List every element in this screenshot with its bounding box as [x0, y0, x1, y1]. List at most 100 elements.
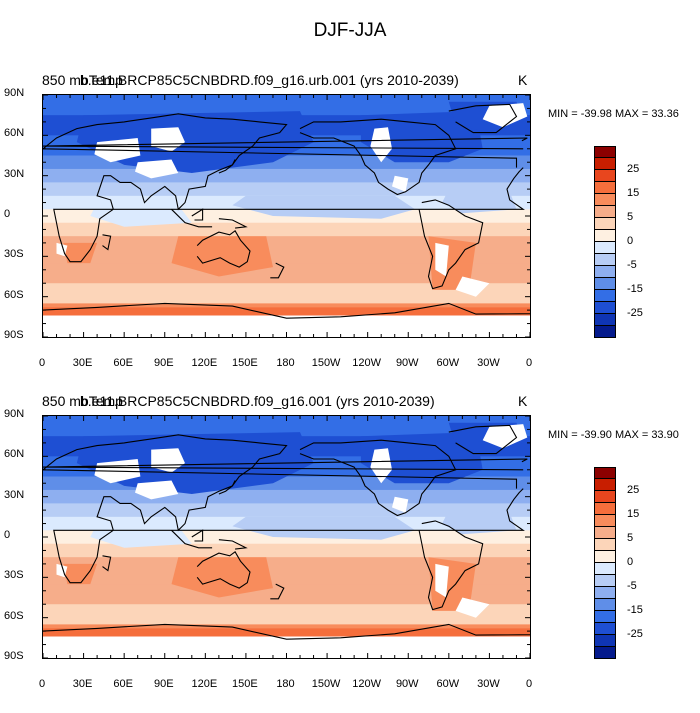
field-region: [232, 195, 415, 219]
missing-data-region: [43, 636, 530, 658]
panel-1-minmax: MIN = -39.98 MAX = 33.36: [548, 108, 679, 120]
colorbar-swatch: [594, 230, 616, 242]
colorbar-swatch: [594, 314, 616, 326]
panel-2-left-label: 850 mbTemp: [42, 393, 123, 409]
lat-tick-label: 0: [4, 529, 11, 541]
field-region: [442, 189, 517, 214]
panel-2-center-label: b.e11.BRCP85C5CNBDRD.f09_g16.001 (yrs 20…: [80, 393, 435, 409]
lon-tick-label: 120E: [191, 678, 218, 690]
coastline: [448, 424, 518, 455]
lon-tick-label: 150W: [311, 357, 341, 369]
coastline: [299, 439, 457, 517]
colorbar-swatch: [594, 623, 616, 635]
missing-data-region: [455, 276, 490, 297]
lat-tick-label: 30S: [4, 569, 24, 582]
field-region: [90, 523, 192, 548]
colorbar-swatch: [594, 599, 616, 611]
colorbar-swatch: [594, 326, 616, 338]
panel-1-map-svg: [43, 95, 530, 337]
coastline: [43, 113, 525, 263]
coastline: [448, 103, 518, 134]
missing-data-region: [392, 496, 409, 513]
colorbar-swatch: [594, 146, 616, 158]
field-region: [63, 563, 98, 585]
field-band: [43, 222, 530, 237]
field-band: [43, 604, 530, 625]
colorbar-swatch: [594, 170, 616, 182]
colorbar-label: -15: [627, 283, 643, 295]
lon-tick-label: 90E: [153, 678, 174, 690]
lon-tick-label: 120W: [352, 357, 382, 369]
colorbar-swatch: [594, 527, 616, 539]
missing-data-region: [135, 480, 179, 500]
coastline: [191, 208, 204, 221]
missing-data-region: [43, 315, 530, 337]
colorbar-label: 25: [627, 484, 640, 496]
lon-tick-label: 60W: [436, 678, 460, 690]
colorbar-swatch: [594, 242, 616, 254]
coastline: [102, 555, 112, 572]
colorbar-label: -15: [627, 604, 643, 616]
colorbar-label: 5: [627, 211, 634, 223]
missing-data-region: [135, 159, 179, 179]
coastline: [171, 208, 213, 228]
lat-tick-label: 60N: [4, 448, 25, 461]
colorbar-swatch: [594, 479, 616, 491]
field-region: [171, 236, 273, 277]
coastline: [43, 137, 528, 150]
missing-data-region: [482, 424, 528, 449]
field-region: [90, 202, 192, 227]
colorbar-swatch: [594, 182, 616, 194]
panel-1-colorbar: [594, 146, 616, 338]
coastline: [191, 529, 204, 542]
coastline: [43, 458, 528, 471]
lon-tick-label: 30W: [477, 357, 500, 369]
panel-1-map: [42, 94, 531, 338]
field-region: [76, 111, 314, 173]
coastline: [196, 550, 251, 589]
lon-tick-label: 150W: [311, 678, 341, 690]
colorbar-swatch: [594, 587, 616, 599]
colorbar-swatch: [594, 539, 616, 551]
colorbar-swatch: [594, 467, 616, 479]
lon-tick-label: 90W: [395, 678, 419, 690]
lon-tick-label: 0: [525, 678, 533, 690]
lon-tick-label: 60E: [113, 357, 133, 369]
colorbar-swatch: [594, 551, 616, 563]
colorbar-swatch: [594, 647, 616, 659]
lat-tick-label: 30N: [4, 167, 25, 180]
colorbar-swatch: [594, 254, 616, 266]
colorbar-swatch: [594, 266, 616, 278]
lon-tick-label: 30E: [72, 678, 93, 690]
lon-tick-label: 30W: [477, 678, 500, 690]
lon-tick-label: 0: [38, 678, 46, 690]
colorbar-label: -25: [627, 628, 643, 640]
lon-tick-label: 0: [525, 357, 533, 369]
panel-2-units: K: [518, 393, 528, 409]
field-band: [43, 168, 530, 183]
coastline: [299, 118, 457, 196]
colorbar-swatch: [594, 491, 616, 503]
lat-tick-label: 90N: [4, 408, 25, 420]
field-band: [43, 95, 530, 116]
lon-tick-label: 0: [38, 357, 46, 369]
missing-data-region: [435, 242, 449, 277]
colorbar-label: -25: [627, 307, 643, 319]
lon-tick-label: 180: [276, 357, 295, 369]
colorbar-label: -5: [627, 580, 637, 592]
lon-tick-label: 60W: [436, 357, 460, 369]
colorbar-swatch: [594, 635, 616, 647]
field-band: [43, 283, 530, 304]
lon-tick-label: 150E: [232, 678, 258, 690]
lat-tick-label: 60N: [4, 127, 25, 140]
panel-1-center-label: b.e11.BRCP85C5CNBDRD.f09_g16.urb.001 (yr…: [80, 72, 459, 88]
field-band: [43, 263, 530, 284]
coastline: [43, 623, 530, 640]
missing-data-region: [370, 127, 392, 163]
missing-data-region: [392, 175, 409, 192]
colorbar-swatch: [594, 563, 616, 575]
lat-tick-label: 90S: [4, 650, 24, 662]
coastline: [218, 218, 248, 229]
field-band: [43, 416, 530, 437]
colorbar-swatch: [594, 218, 616, 230]
